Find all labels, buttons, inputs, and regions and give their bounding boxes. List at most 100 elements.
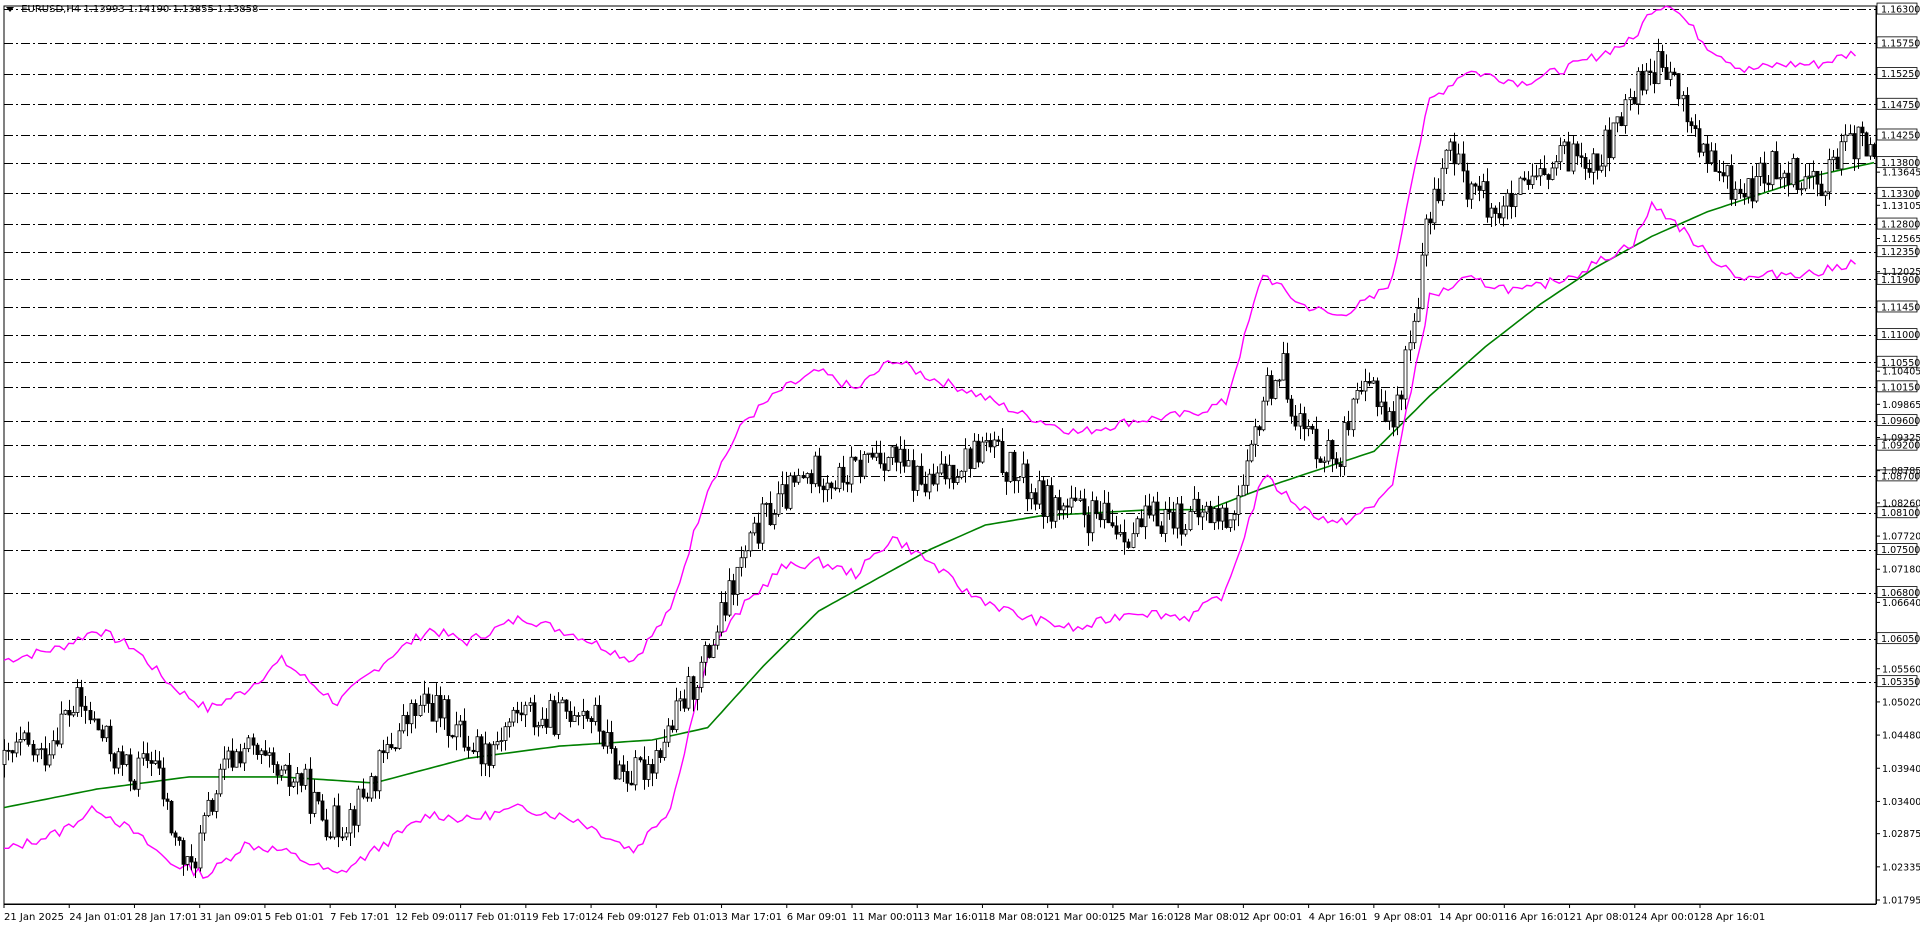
candle xyxy=(1839,133,1844,176)
candle xyxy=(1265,367,1270,406)
candle-body xyxy=(572,715,577,722)
candle xyxy=(1823,190,1828,207)
price-level-box xyxy=(1876,543,1918,555)
candle xyxy=(1102,490,1107,529)
candle-body xyxy=(1338,463,1343,467)
candle xyxy=(1599,154,1604,173)
candle-body xyxy=(1738,188,1743,195)
candle xyxy=(1143,495,1148,540)
candle xyxy=(1587,159,1592,179)
price-level-lines xyxy=(3,5,1877,905)
candle xyxy=(1139,509,1144,528)
candle xyxy=(234,748,239,768)
candle xyxy=(1012,449,1017,494)
candle xyxy=(177,836,182,846)
candle xyxy=(1155,491,1160,527)
candle xyxy=(1057,489,1062,520)
candle-body xyxy=(267,752,272,756)
candle xyxy=(173,830,178,846)
candle-body xyxy=(886,457,891,471)
candle xyxy=(911,449,916,502)
candle-body xyxy=(699,661,704,688)
candle-body xyxy=(1289,398,1294,417)
candle xyxy=(1571,135,1576,175)
candle-body xyxy=(348,809,353,834)
candle-body xyxy=(1163,509,1168,534)
candle xyxy=(1277,378,1282,387)
candle-body xyxy=(1041,480,1046,517)
candle-body xyxy=(1681,94,1686,100)
candle-body xyxy=(308,768,313,814)
candle-body xyxy=(1664,67,1669,80)
candle xyxy=(841,455,846,491)
candle xyxy=(695,685,700,711)
candle xyxy=(283,764,288,774)
price-level-label: 1.12800 xyxy=(1881,220,1920,231)
candle-body xyxy=(169,800,174,834)
candle-body xyxy=(1676,73,1681,100)
candle-body xyxy=(222,758,227,770)
candle-body xyxy=(275,764,280,776)
candle xyxy=(638,756,643,763)
candle xyxy=(287,753,292,797)
candle-body xyxy=(1697,128,1702,153)
candle-body xyxy=(756,522,761,544)
candle-body xyxy=(691,676,696,700)
candle-body xyxy=(1652,72,1657,85)
candle-body xyxy=(1424,218,1429,256)
candle xyxy=(1750,165,1755,209)
price-level-box xyxy=(1876,186,1918,199)
candle-body xyxy=(483,743,488,765)
candle xyxy=(601,730,606,750)
candle-body xyxy=(1660,51,1665,68)
candle-body xyxy=(935,472,940,485)
candle xyxy=(1053,495,1058,528)
candle-body xyxy=(385,744,390,754)
candle xyxy=(320,794,325,822)
candle xyxy=(267,747,272,768)
candle-body xyxy=(996,439,1001,442)
candle xyxy=(2,739,7,778)
price-level-label: 1.15250 xyxy=(1881,69,1920,80)
candle-body xyxy=(1522,177,1527,181)
candle-body xyxy=(332,805,337,838)
candle-body xyxy=(1827,159,1832,193)
candle xyxy=(613,746,618,780)
candle-body xyxy=(328,836,333,839)
candle xyxy=(1094,496,1099,519)
candle-body xyxy=(1689,121,1694,127)
candle xyxy=(1126,538,1131,549)
candle-body xyxy=(51,740,56,756)
candle xyxy=(405,711,410,737)
candle-body xyxy=(862,454,867,477)
candle-body xyxy=(1073,497,1078,501)
candle xyxy=(6,742,11,761)
time-tick-label: 7 Feb 17:01 xyxy=(330,912,389,923)
candle xyxy=(564,699,569,720)
candle-body xyxy=(96,718,101,731)
candle-body xyxy=(1831,156,1836,161)
candle xyxy=(1709,142,1714,166)
candle-body xyxy=(1685,94,1690,123)
candle xyxy=(1489,202,1494,227)
candle-body xyxy=(1183,529,1188,535)
candle-body xyxy=(968,448,973,469)
candle xyxy=(996,435,1001,446)
candle xyxy=(629,770,634,786)
candle xyxy=(1379,388,1384,415)
candle-body xyxy=(1371,380,1376,384)
candle xyxy=(621,755,626,783)
candle-body xyxy=(218,768,223,795)
candle xyxy=(1106,491,1111,524)
price-level-box xyxy=(1876,438,1918,451)
candle-body xyxy=(1440,167,1445,202)
candle-body xyxy=(980,441,985,463)
candle xyxy=(491,741,496,769)
collapse-triangle-icon[interactable] xyxy=(6,6,14,12)
moving-average-layer xyxy=(3,161,1875,809)
candle-body xyxy=(1803,176,1808,190)
candle-body xyxy=(589,718,594,722)
candle xyxy=(898,436,903,474)
